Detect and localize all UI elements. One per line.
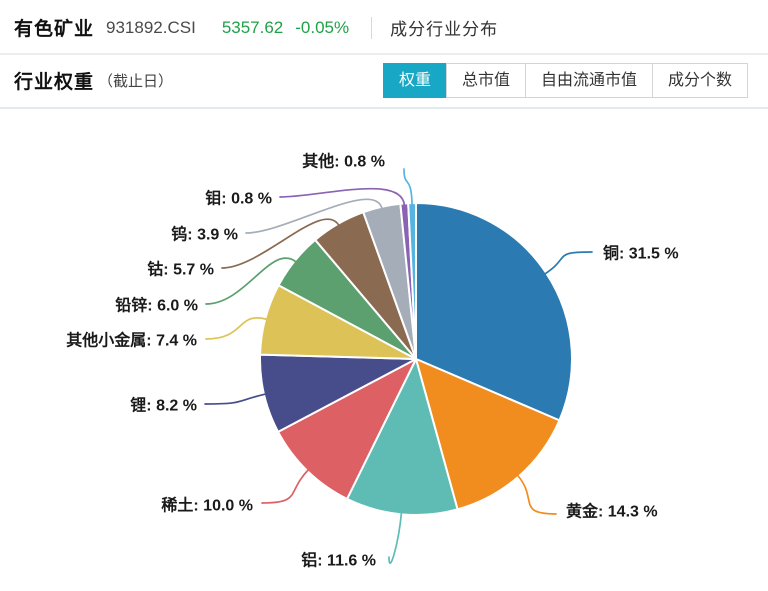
pie-label-0: 铜: 31.5 % (603, 244, 679, 263)
pie-label-6: 铅锌: 6.0 % (115, 296, 198, 315)
tab-group: 权重 总市值 自由流通市值 成分个数 (382, 63, 748, 98)
tab-0[interactable]: 权重 (382, 63, 447, 98)
vertical-divider (371, 16, 373, 39)
pie-label-4: 锂: 8.2 % (130, 396, 197, 415)
pie-label-9: 钼: 0.8 % (205, 189, 272, 208)
pie-label-3: 稀土: 10.0 % (161, 496, 253, 515)
leader-line-1 (516, 474, 557, 515)
panel-subtitle: （截止日） (98, 73, 174, 90)
pie-label-5: 其他小金属: 7.4 % (66, 331, 197, 350)
tab-3[interactable]: 成分个数 (651, 63, 748, 98)
leader-line-4 (204, 393, 267, 405)
leader-line-0 (543, 251, 593, 276)
panel-title: 行业权重 （截止日） (14, 67, 173, 94)
panel-header: 行业权重 （截止日） 权重 总市值 自由流通市值 成分个数 (0, 55, 768, 109)
pie-label-1: 黄金: 14.3 % (566, 502, 658, 521)
industry-weight-pie-chart: 铜: 31.5 % 黄金: 14.3 % 铝: 11.6 % 稀土: 10.0 % 锂:… (0, 109, 768, 586)
panel-title-text: 行业权重 (14, 72, 95, 93)
pie-label-7: 钴: 5.7 % (147, 260, 214, 279)
leader-line-3 (261, 468, 310, 504)
pie-label-8: 钨: 3.9 % (171, 225, 238, 244)
leader-line-6 (205, 257, 298, 305)
section-title: 成分行业分布 (390, 20, 499, 39)
leader-line-5 (205, 317, 269, 340)
leader-line-8 (245, 198, 383, 234)
index-price: 5357.62 (221, 17, 284, 37)
tab-1[interactable]: 总市值 (445, 63, 526, 98)
leader-line-7 (221, 218, 340, 269)
index-name: 有色矿业 (14, 19, 95, 40)
pie-label-10: 其他: 0.8 % (302, 152, 385, 171)
pie-label-2: 铝: 11.6 % (301, 551, 376, 570)
leader-line-2 (388, 511, 403, 564)
leader-line-10 (403, 168, 413, 206)
index-change: -0.05% (295, 17, 350, 37)
index-header: 有色矿业 931892.CSI 5357.62 -0.05% 成分行业分布 (0, 0, 768, 55)
index-code: 931892.CSI (106, 17, 196, 37)
leader-line-9 (279, 187, 406, 207)
pie-chart-svg: 铜: 31.5 % 黄金: 14.3 % 铝: 11.6 % 稀土: 10.0 % 锂:… (66, 152, 679, 570)
tab-2[interactable]: 自由流通市值 (524, 63, 653, 98)
